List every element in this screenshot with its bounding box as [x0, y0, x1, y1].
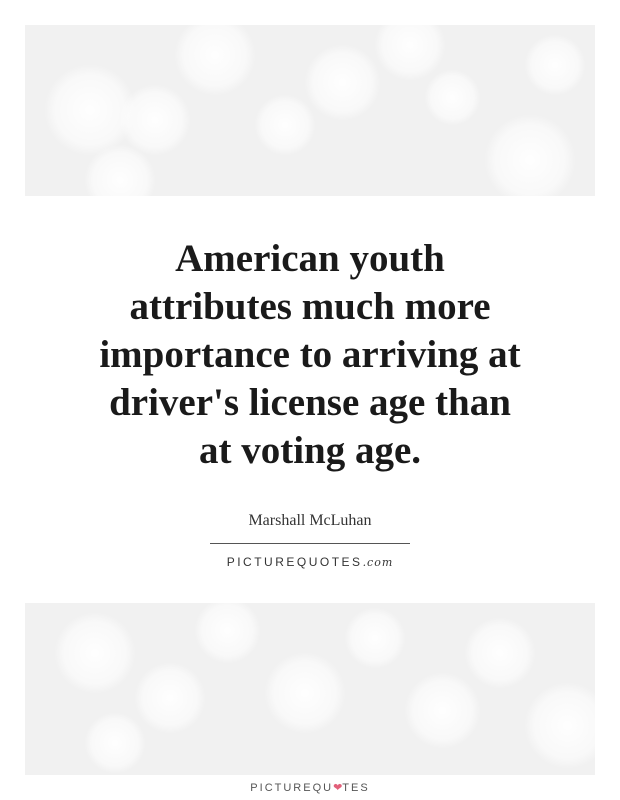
- bokeh-dot: [85, 713, 145, 773]
- bokeh-dot: [175, 25, 255, 95]
- quote-line: importance to arriving at: [99, 333, 521, 376]
- bokeh-dot: [55, 613, 135, 693]
- quote-line: at voting age.: [198, 429, 422, 472]
- bokeh-dot: [465, 618, 535, 688]
- bokeh-dot: [375, 25, 445, 80]
- brand-suffix: .com: [362, 556, 394, 569]
- bokeh-dot: [255, 95, 315, 155]
- bokeh-dot: [525, 35, 585, 95]
- bokeh-dot: [85, 145, 155, 196]
- bokeh-dot: [45, 65, 135, 155]
- bokeh-dot: [485, 115, 575, 196]
- bokeh-background-top: [25, 25, 595, 196]
- bokeh-dot: [195, 603, 260, 663]
- footer-logo[interactable]: PICTUREQU❤TES: [210, 781, 410, 794]
- footer-logo-text-start: PICTUREQU: [250, 782, 334, 794]
- bokeh-dot: [265, 653, 345, 733]
- bokeh-dot: [525, 683, 595, 768]
- brand-watermark: PICTUREQUOTES.com: [210, 555, 410, 569]
- brand-name: PICTUREQUOTES: [226, 555, 363, 569]
- heart-icon: ❤: [333, 782, 343, 794]
- quote-line: driver's license age than: [109, 381, 511, 424]
- quote-line: American youth: [175, 237, 445, 280]
- bokeh-dot: [405, 673, 480, 748]
- bokeh-dot: [120, 85, 190, 155]
- divider: [210, 543, 410, 544]
- bokeh-dot: [425, 70, 480, 125]
- quote-line: attributes much more: [129, 285, 491, 328]
- bokeh-dot: [135, 663, 205, 733]
- footer-logo-text-end: TES: [342, 782, 370, 794]
- bokeh-dot: [305, 45, 380, 120]
- quote-text: American youth attributes much more impo…: [60, 235, 560, 475]
- quote-author[interactable]: Marshall McLuhan: [248, 512, 372, 529]
- bokeh-background-bottom: [25, 603, 595, 775]
- bokeh-dot: [345, 608, 405, 668]
